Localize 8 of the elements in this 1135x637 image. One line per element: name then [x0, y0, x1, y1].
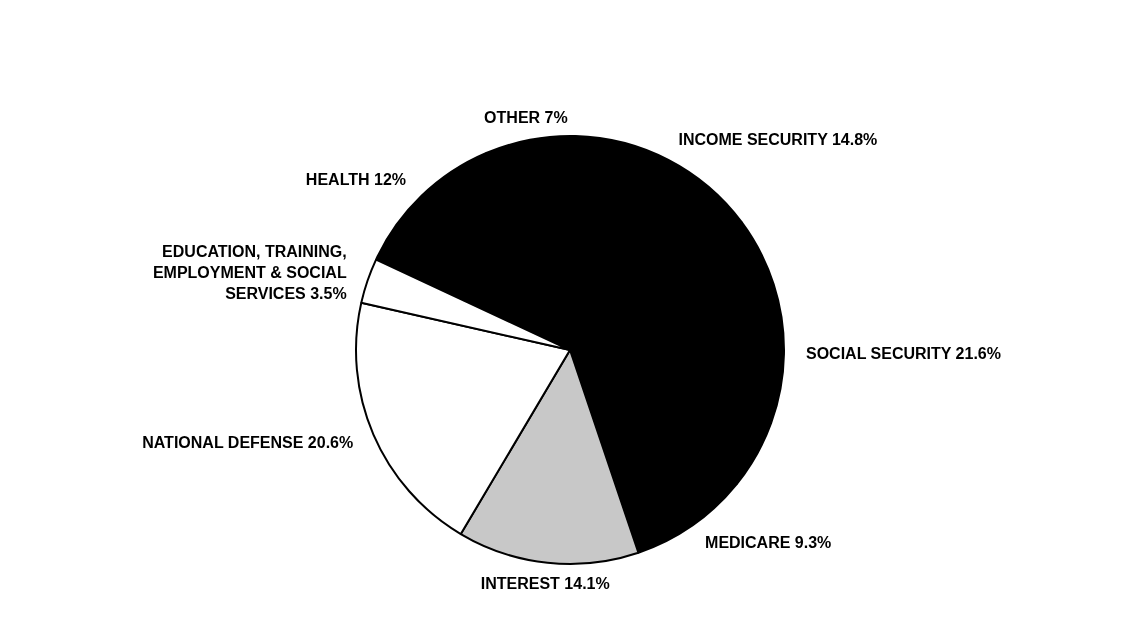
slice-label: MEDICARE 9.3% — [705, 533, 832, 551]
slice-label: INCOME SECURITY 14.8% — [678, 130, 878, 148]
slice-label: SOCIAL SECURITY 21.6% — [805, 344, 1001, 362]
slice-label: OTHER 7% — [484, 108, 568, 126]
slice-label: HEALTH 12% — [305, 170, 407, 188]
slice-label: EDUCATION, TRAINING, EMPLOYMENT & SOCIAL SERVICES 3.5% — [152, 243, 347, 303]
slice-label: NATIONAL DEFENSE 20.6% — [142, 433, 354, 451]
slice-label: INTEREST 14.1% — [480, 575, 610, 593]
